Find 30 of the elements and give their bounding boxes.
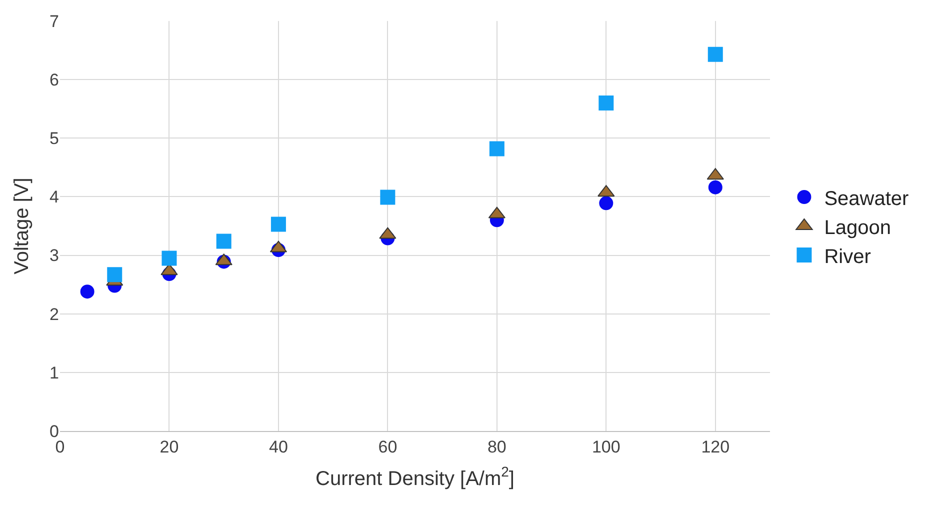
y-tick-label: 5 — [50, 129, 59, 148]
x-tick-label: 20 — [160, 437, 179, 456]
point — [107, 267, 122, 282]
x-axis-title: Current Density [A/m$^{2}$] — [316, 464, 514, 490]
x-tick-label: 100 — [592, 437, 620, 456]
point — [708, 46, 723, 62]
point — [708, 180, 722, 194]
y-axis-title: Voltage [V] — [11, 178, 34, 274]
y-tick-label: 4 — [50, 188, 59, 207]
point — [599, 196, 614, 210]
y-tick-label: 0 — [50, 422, 59, 441]
y-tick-label: 6 — [50, 70, 59, 90]
x-tick-label: 40 — [269, 437, 288, 456]
point — [380, 190, 396, 205]
y-tick-label: 2 — [50, 304, 59, 324]
point — [80, 284, 94, 299]
legend-label: Seawater — [824, 188, 910, 210]
x-tick-label: 60 — [378, 437, 398, 456]
point — [162, 250, 177, 266]
point — [216, 234, 232, 249]
x-tick-label: 80 — [487, 437, 506, 456]
point — [598, 96, 614, 110]
legend-label: Lagoon — [824, 216, 891, 239]
legend-label: River — [824, 246, 872, 268]
x-tick-label: 120 — [701, 437, 730, 456]
y-tick-label: 1 — [50, 363, 59, 382]
y-tick-label: 3 — [50, 246, 59, 266]
point — [489, 141, 504, 156]
point — [270, 216, 286, 232]
y-tick-label: 7 — [50, 12, 59, 31]
